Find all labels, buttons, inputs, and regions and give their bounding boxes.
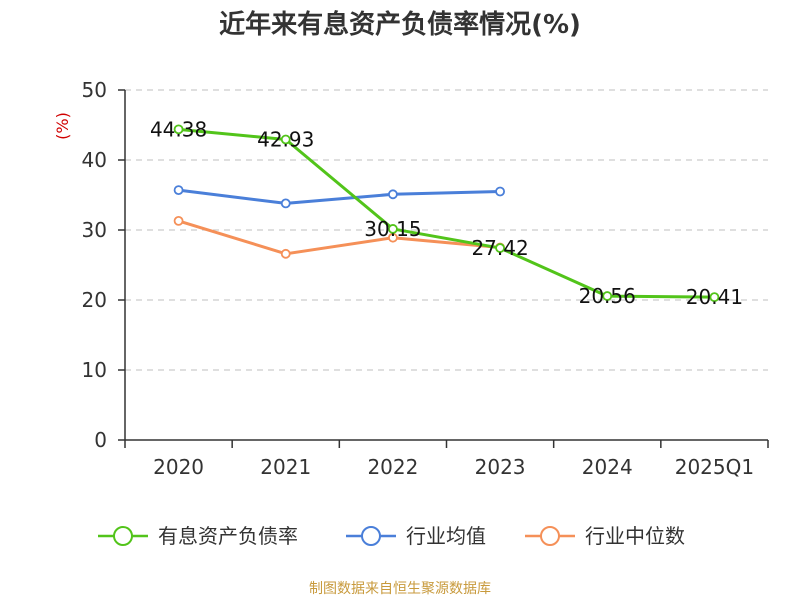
x-tick-label: 2025Q1	[675, 455, 754, 479]
data-point	[173, 185, 184, 196]
data-point	[709, 292, 720, 303]
x-tick-label: 2024	[582, 455, 633, 479]
y-axis-unit-label: (%)	[53, 112, 72, 140]
y-tick-label: 10	[82, 358, 107, 382]
y-tick-label: 30	[82, 218, 107, 242]
data-label: 30.15	[364, 217, 421, 241]
data-point	[495, 243, 505, 253]
legend-label: 有息资产负债率	[158, 524, 298, 548]
series-line	[178, 219, 501, 256]
data-point	[388, 224, 398, 234]
legend-label: 行业中位数	[585, 524, 685, 548]
legend: 有息资产负债率 行业均值 行业中位数	[98, 524, 685, 548]
y-tick-label: 40	[82, 148, 107, 172]
data-label: 42.93	[257, 127, 314, 151]
legend-label: 行业均值	[406, 524, 486, 548]
legend-swatch-marker	[540, 526, 560, 546]
x-tick-label: 2020	[153, 455, 204, 479]
data-point	[173, 215, 184, 226]
source-note: 制图数据来自恒生聚源数据库	[309, 581, 491, 597]
chart-title: 近年来有息资产负债率情况(%)	[219, 9, 581, 40]
data-label: 27.42	[471, 236, 528, 260]
data-label: 20.56	[579, 284, 636, 308]
y-tick-label: 20	[82, 288, 107, 312]
data-labels: 44.38 42.93 30.15 27.42 20.56 20.41	[150, 117, 743, 309]
data-point	[280, 198, 291, 209]
x-tick-label: 2022	[367, 455, 418, 479]
legend-swatch-marker	[113, 526, 133, 546]
data-point	[388, 189, 398, 200]
series-line	[178, 127, 715, 299]
gridlines	[125, 89, 768, 371]
series-lines	[173, 124, 720, 303]
x-tick-label: 2021	[260, 455, 311, 479]
data-point	[280, 134, 291, 145]
x-tick-label: 2023	[475, 455, 526, 479]
data-point	[602, 291, 613, 301]
data-label: 44.38	[150, 117, 207, 141]
legend-swatch-marker	[361, 526, 381, 546]
data-point	[280, 248, 291, 259]
axes: 0 10 20 30 40 50 2020 2021 2022 2023 2024 2025Q1	[82, 78, 769, 479]
y-tick-label: 50	[82, 78, 107, 102]
data-point	[173, 124, 184, 135]
y-tick-label: 0	[94, 428, 107, 452]
series-line	[178, 188, 501, 205]
data-point	[495, 186, 505, 197]
data-label: 20.41	[686, 285, 743, 309]
